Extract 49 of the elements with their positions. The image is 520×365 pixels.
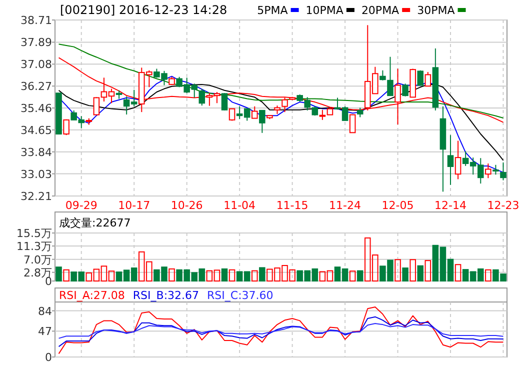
bar <box>221 268 228 282</box>
bar <box>356 270 364 282</box>
y-tick-label: 15.5万 <box>16 227 52 240</box>
bar <box>424 260 432 282</box>
x-tick-label: 12-05 <box>382 199 414 212</box>
x-tick-label: 11-15 <box>276 199 308 212</box>
y-tick-label: 38.71 <box>20 14 52 27</box>
bar <box>251 270 258 282</box>
y-tick-label: 37.89 <box>20 36 52 50</box>
y-tick-label: 35.46 <box>20 102 52 115</box>
bar <box>349 270 356 282</box>
x-tick-label: 12-23 <box>487 199 520 212</box>
bar <box>228 269 236 282</box>
y-tick-label: 32.21 <box>20 190 52 203</box>
bar <box>56 266 62 282</box>
y-tick-label: 34.65 <box>20 124 52 137</box>
legend-label: 5PMA <box>257 4 288 17</box>
bar <box>410 259 416 282</box>
bar <box>168 268 175 282</box>
bar <box>394 259 401 282</box>
chart-title: [002190] 2016-12-23 14:28 <box>60 3 228 17</box>
chart-title: 成交量:22677 <box>59 216 131 230</box>
x-tick-label: 11-04 <box>224 199 256 212</box>
x-tick-label: 11-24 <box>329 199 362 212</box>
y-tick-label: 47 <box>38 325 52 338</box>
series-label: RSI_A:27.08 <box>59 289 125 302</box>
text: RSI_B:32.67 <box>132 289 200 302</box>
y-tick-label: 7.0万 <box>24 253 52 266</box>
y-tick-label: 36.27 <box>20 80 52 94</box>
y-tick-label: 33.84 <box>20 146 52 159</box>
bar <box>417 265 424 282</box>
bar <box>63 269 70 282</box>
bar <box>485 269 492 282</box>
bar <box>454 264 462 282</box>
legend-label: 30PMA <box>417 4 456 17</box>
bar <box>402 267 408 282</box>
x-tick-label: 12-14 <box>434 199 466 212</box>
y-tick-label: 0 <box>45 351 52 364</box>
y-tick-label: 11.3万 <box>16 240 52 254</box>
x-tick-label: 09-29 <box>65 199 98 212</box>
y-tick-label: 37.08 <box>20 58 52 72</box>
legend-label: 20PMA <box>361 4 400 17</box>
text: RSI_C:37.60 <box>207 289 274 302</box>
y-tick-label: 33.03 <box>20 168 52 181</box>
x-tick-label: 10-26 <box>170 199 203 212</box>
legend-label: 10PMA <box>306 4 344 17</box>
y-tick-label: 84 <box>38 304 52 318</box>
bar <box>259 267 266 282</box>
x-tick-label: 10-17 <box>118 199 150 212</box>
